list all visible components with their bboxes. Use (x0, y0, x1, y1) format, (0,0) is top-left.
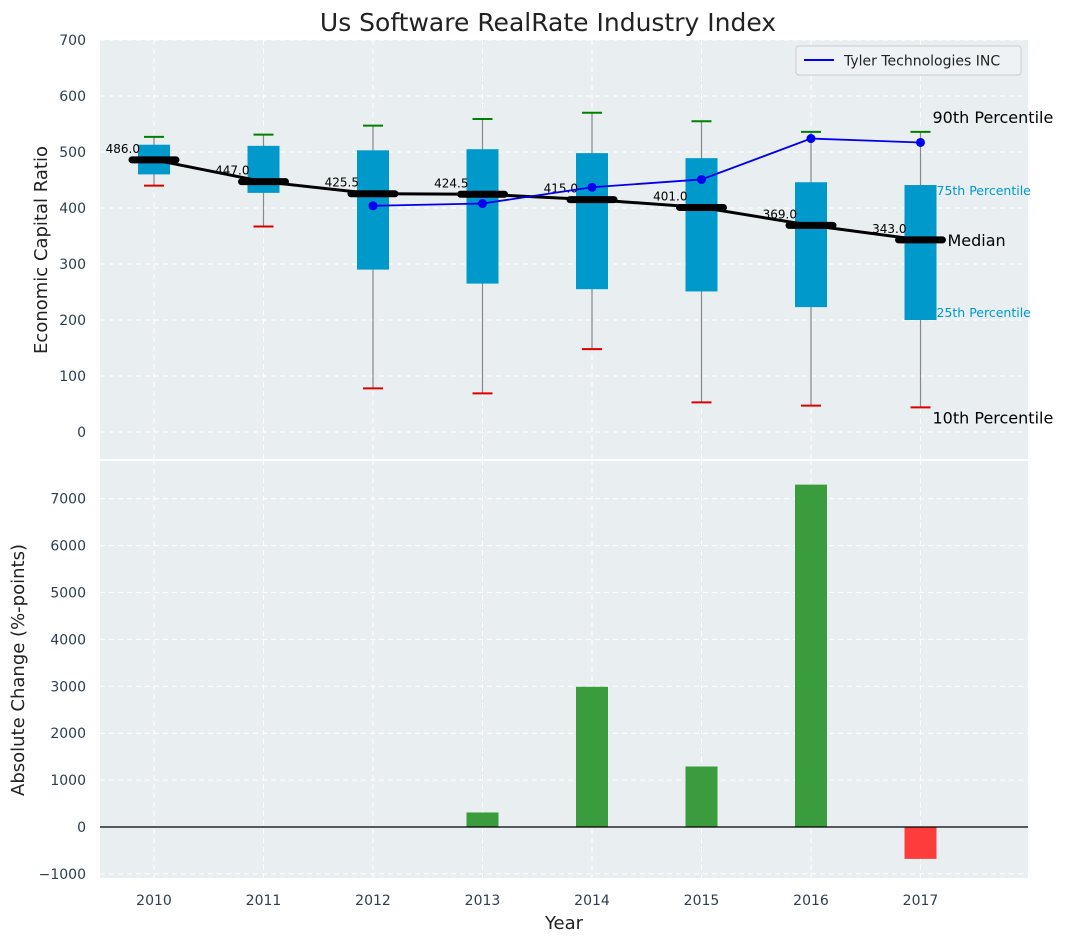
top-y-tick-label: 500 (59, 145, 86, 161)
median-value-label: 447.0 (215, 164, 249, 178)
p75-annotation: 75th Percentile (937, 183, 1032, 198)
iqr-box (247, 145, 280, 193)
top-y-tick-label: 400 (59, 201, 86, 217)
top-y-tick-label: 700 (59, 33, 86, 49)
bottom-y-tick-label: 3000 (50, 679, 86, 695)
p10-annotation: 10th Percentile (933, 408, 1054, 427)
bottom-y-tick-label: 6000 (50, 539, 86, 555)
median-value-label: 343.0 (872, 222, 906, 236)
x-tick-label: 2012 (355, 893, 391, 909)
top-y-tick-label: 200 (59, 313, 86, 329)
iqr-box (466, 149, 499, 284)
median-value-label: 486.0 (106, 142, 140, 156)
company-point (478, 199, 487, 209)
iqr-box (795, 182, 827, 308)
company-point (697, 174, 706, 184)
top-panel-background (100, 40, 1028, 460)
median-value-label: 401.0 (653, 189, 687, 203)
x-tick-label: 2016 (793, 893, 829, 909)
bottom-y-tick-label: 4000 (50, 632, 86, 648)
x-axis-label: Year (544, 913, 584, 934)
iqr-box (904, 185, 937, 320)
bottom-panel: −1000 0 1000 2000 3000 4000 5000 6000 7000 2010 20… (39, 459, 1028, 909)
bottom-y-tick-label: 0 (77, 820, 86, 836)
change-bar (685, 766, 718, 827)
median-value-label: 369.0 (763, 207, 797, 221)
top-y-tick-label: 0 (77, 425, 86, 441)
median-value-label: 415.0 (544, 182, 578, 196)
bottom-panel-background (100, 460, 1028, 878)
median-value-label: 425.5 (325, 176, 359, 190)
top-y-tick-label: 300 (59, 257, 86, 273)
change-bar (466, 812, 499, 827)
x-tick-label: 2011 (246, 893, 282, 909)
legend-label: Tyler Technologies INC (843, 54, 1000, 70)
top-panel: 0 100 200 300 400 500 600 700 486.0 447.0 425.5 424… (59, 33, 1053, 460)
x-tick-label: 2015 (684, 893, 720, 909)
change-bar (795, 484, 827, 827)
chart-title: Us Software RealRate Industry Index (320, 8, 776, 37)
bottom-y-tick-label: 2000 (50, 726, 86, 742)
company-point (587, 182, 597, 192)
company-line (372, 137, 921, 207)
x-tick-label: 2013 (465, 893, 501, 909)
company-point (806, 134, 816, 144)
x-tick-label: 2014 (574, 893, 610, 909)
p90-annotation: 90th Percentile (933, 108, 1054, 127)
bottom-y-tick-label: 5000 (50, 586, 86, 602)
p25-annotation: 25th Percentile (937, 305, 1032, 320)
bottom-y-tick-label: 1000 (50, 773, 86, 789)
change-bar (576, 686, 608, 827)
bottom-y-tick-label: 7000 (50, 492, 86, 508)
median-annotation: Median (948, 231, 1006, 250)
top-y-axis-label: Economic Capital Ratio (31, 146, 52, 354)
top-y-tick-label: 600 (59, 89, 86, 105)
top-y-tick-label: 100 (59, 369, 86, 385)
iqr-box (576, 153, 608, 290)
median-value-label: 424.5 (434, 176, 468, 190)
x-tick-label: 2017 (903, 893, 939, 909)
x-tick-label: 2010 (136, 893, 172, 909)
legend: Tyler Technologies INC (795, 45, 1022, 76)
company-point (368, 201, 378, 211)
bottom-y-tick-label: −1000 (39, 867, 86, 883)
bottom-y-axis-label: Absolute Change (%-points) (8, 544, 29, 796)
change-bar (904, 827, 937, 859)
company-point (916, 137, 925, 147)
legend-box (795, 45, 1022, 76)
